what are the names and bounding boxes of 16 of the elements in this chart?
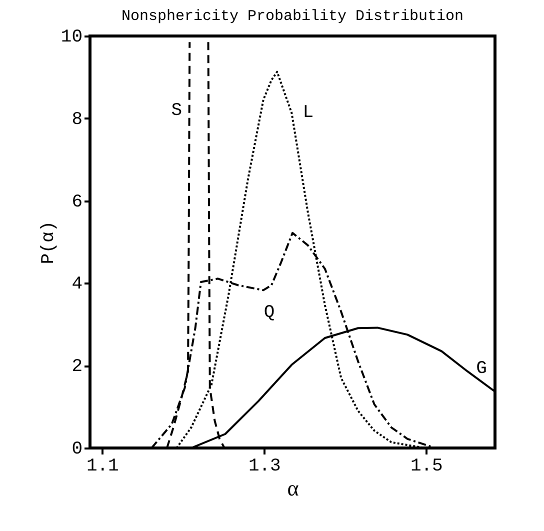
chart-title: Nonsphericity Probability Distribution — [121, 8, 464, 25]
x-tick-label: 1.1 — [86, 456, 119, 476]
series-label: G — [476, 359, 487, 380]
series-label: S — [171, 101, 182, 122]
y-tick-label: 6 — [72, 192, 82, 212]
series-label: Q — [264, 303, 275, 324]
y-tick-label: 2 — [72, 357, 82, 378]
y-tick-label: 10 — [60, 28, 82, 48]
x-tick-label: 1.5 — [410, 456, 443, 476]
y-tick-label: 4 — [72, 274, 82, 295]
series-label: L — [302, 102, 314, 123]
x-axis-title: α — [287, 476, 300, 500]
y-axis-title: P(α) — [38, 220, 59, 264]
x-tick-label: 1.3 — [248, 456, 281, 476]
y-tick-label: 8 — [72, 110, 82, 130]
y-tick-label: 0 — [72, 440, 82, 460]
